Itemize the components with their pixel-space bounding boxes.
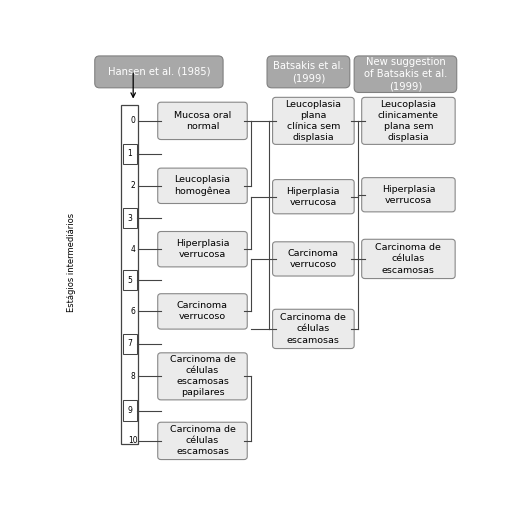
Text: 2: 2 [131, 181, 135, 190]
Text: Carcinoma de
células
escamosas: Carcinoma de células escamosas [281, 313, 346, 344]
FancyBboxPatch shape [362, 239, 455, 279]
FancyBboxPatch shape [362, 97, 455, 144]
Text: Batsakis et al.
(1999): Batsakis et al. (1999) [273, 61, 344, 83]
Text: Mucosa oral
normal: Mucosa oral normal [174, 111, 231, 131]
Text: Carcinoma de
células
escamosas: Carcinoma de células escamosas [376, 243, 442, 275]
Text: 9: 9 [128, 406, 132, 415]
Text: New suggestion
of Batsakis et al.
(1999): New suggestion of Batsakis et al. (1999) [364, 57, 447, 91]
Text: 10: 10 [128, 436, 138, 445]
FancyBboxPatch shape [272, 309, 354, 348]
FancyBboxPatch shape [354, 56, 457, 92]
Text: Leucoplasia
homogênea: Leucoplasia homogênea [174, 175, 230, 196]
Text: Hiperplasia
verrucosa: Hiperplasia verrucosa [382, 185, 435, 205]
FancyBboxPatch shape [123, 334, 137, 354]
Text: Carcinoma de
células
escamosas: Carcinoma de células escamosas [170, 425, 236, 457]
Text: 6: 6 [131, 307, 136, 316]
FancyBboxPatch shape [121, 106, 138, 443]
FancyBboxPatch shape [158, 353, 247, 400]
Text: Carcinoma de
células
escamosas
papilares: Carcinoma de células escamosas papilares [170, 355, 236, 397]
FancyBboxPatch shape [272, 242, 354, 276]
FancyBboxPatch shape [123, 208, 137, 228]
Text: 5: 5 [128, 276, 132, 285]
Text: Carcinoma
verrucoso: Carcinoma verrucoso [177, 301, 228, 322]
FancyBboxPatch shape [158, 231, 247, 267]
Text: Leucoplasia
clinicamente
plana sem
displasia: Leucoplasia clinicamente plana sem displ… [378, 99, 439, 142]
Text: Leucoplasia
plana
clínica sem
displasia: Leucoplasia plana clínica sem displasia [285, 99, 341, 142]
Text: 8: 8 [131, 372, 135, 381]
FancyBboxPatch shape [362, 178, 455, 212]
FancyBboxPatch shape [158, 294, 247, 329]
Text: 4: 4 [131, 245, 136, 254]
FancyBboxPatch shape [123, 270, 137, 290]
FancyBboxPatch shape [267, 56, 350, 88]
Text: Carcinoma
verrucoso: Carcinoma verrucoso [288, 249, 339, 269]
FancyBboxPatch shape [158, 422, 247, 460]
Text: Hansen et al. (1985): Hansen et al. (1985) [108, 67, 210, 77]
FancyBboxPatch shape [158, 168, 247, 204]
FancyBboxPatch shape [95, 56, 223, 88]
FancyBboxPatch shape [123, 400, 137, 421]
Text: 7: 7 [128, 339, 132, 348]
Text: 3: 3 [128, 214, 132, 223]
Text: 1: 1 [128, 149, 132, 159]
FancyBboxPatch shape [272, 97, 354, 144]
Text: Hiperplasia
verrucosa: Hiperplasia verrucosa [287, 187, 340, 207]
FancyBboxPatch shape [272, 180, 354, 214]
Text: Hiperplasia
verrucosa: Hiperplasia verrucosa [176, 239, 229, 259]
Text: Estágios intermediários: Estágios intermediários [66, 213, 76, 313]
Text: 0: 0 [131, 116, 136, 125]
FancyBboxPatch shape [123, 144, 137, 164]
FancyBboxPatch shape [158, 102, 247, 139]
